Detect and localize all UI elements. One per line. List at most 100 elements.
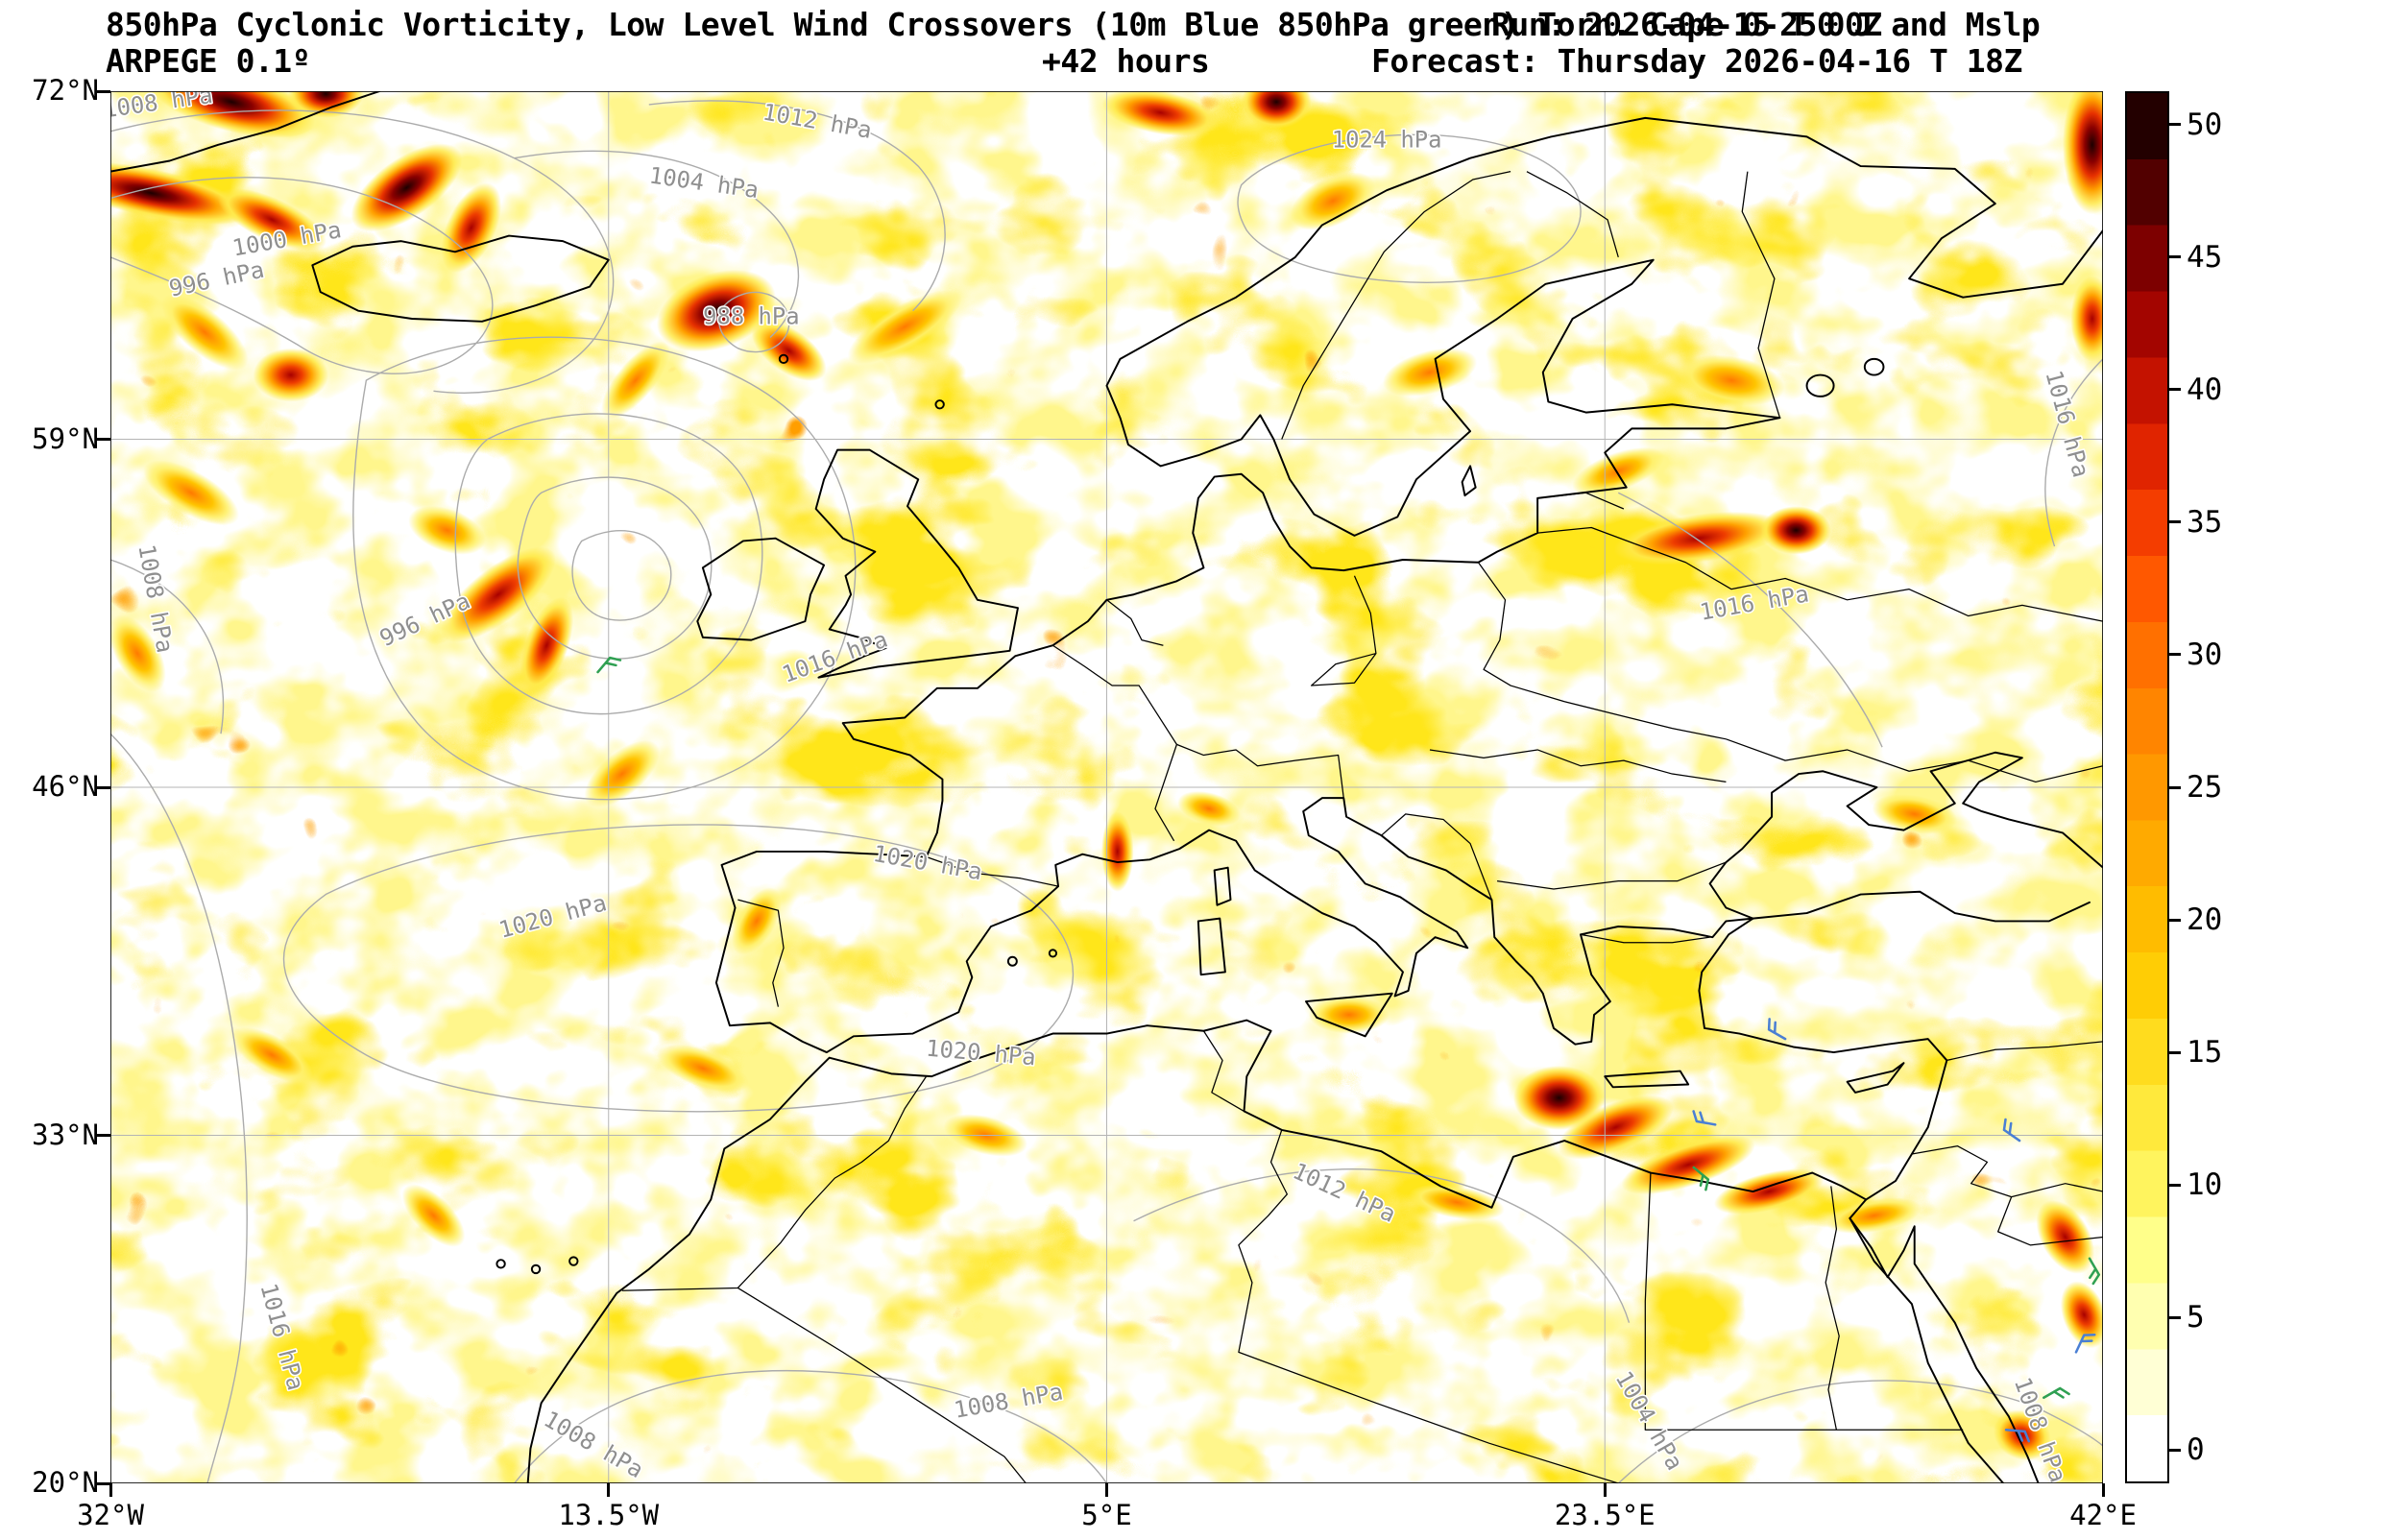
vorticity-hotspot: [1100, 811, 1134, 892]
colorbar-tick-mark: [2169, 1183, 2181, 1187]
vorticity-hotspots: [110, 91, 2103, 1460]
isobar-label: 988 hPa: [703, 303, 799, 330]
vorticity-hotspot: [656, 269, 776, 352]
vorticity-hotspot: [1572, 446, 1665, 496]
x-axis-tick-mark: [1603, 1483, 1607, 1497]
colorbar-tick-mark: [2169, 1315, 2181, 1319]
vorticity-hotspot: [1101, 91, 1220, 136]
colorbar-tick-mark: [2169, 785, 2181, 789]
vorticity-hotspot: [110, 614, 166, 692]
colorbar-tick-label: 30: [2187, 637, 2223, 672]
forecast-valid-label: Forecast: Thursday 2026-04-16 T 18Z: [1371, 42, 2022, 80]
vorticity-hotspot: [847, 289, 962, 365]
coast-balearic-2: [1048, 949, 1058, 958]
colorbar-tick-label: 5: [2187, 1300, 2205, 1335]
colorbar-tick-mark: [2169, 123, 2181, 127]
y-axis-tick-mark: [97, 1481, 110, 1485]
coast-great-britain: [814, 448, 1019, 679]
vorticity-hotspot: [1678, 354, 1785, 406]
colorbar-tick-mark: [2169, 918, 2181, 922]
colorbar-tick-label: 35: [2187, 504, 2223, 540]
vorticity-hotspot: [1713, 1168, 1825, 1215]
vorticity-hotspot: [1557, 1095, 1675, 1160]
coast-balearic-1: [1006, 955, 1018, 967]
wind-barb: [2074, 1333, 2096, 1354]
colorbar-tick-label: 20: [2187, 902, 2223, 938]
coast-shetland: [934, 399, 945, 410]
colorbar-tick-label: 10: [2187, 1167, 2223, 1203]
wind-barb: [2088, 1257, 2101, 1286]
x-axis-tick-label: 42°E: [2069, 1499, 2137, 1531]
x-axis-tick-mark: [2101, 1483, 2105, 1497]
vorticity-hotspot: [2036, 1200, 2095, 1274]
lake-onega: [1863, 357, 1885, 376]
y-axis-tick-label: 46°N: [32, 770, 99, 803]
x-axis-tick-mark: [607, 1483, 611, 1497]
wind-crossover-barbs: [596, 656, 2101, 1443]
model-label: ARPEGE 0.1º: [106, 42, 311, 80]
vorticity-hotspot: [2070, 276, 2103, 362]
coast-corsica: [1213, 866, 1232, 906]
colorbar-tick-label: 45: [2187, 239, 2223, 275]
y-axis-tick-label: 20°N: [32, 1466, 99, 1499]
vorticity-hotspot: [520, 596, 574, 694]
colorbar-tick-mark: [2169, 1448, 2181, 1452]
coastlines: [110, 91, 2103, 1483]
vorticity-hotspot: [1621, 1135, 1755, 1195]
vorticity-hotspot: [253, 348, 329, 402]
vorticity-hotspot: [408, 505, 486, 555]
vorticity-hotspot: [1993, 1409, 2051, 1460]
vorticity-hotspot: [584, 740, 661, 807]
coast-gotland: [1461, 465, 1477, 497]
y-axis-tick-label: 33°N: [32, 1118, 99, 1151]
y-axis-tick-mark: [97, 89, 110, 93]
vorticity-hotspot: [110, 160, 252, 225]
x-axis-tick-mark: [109, 1483, 112, 1497]
chart-title: 850hPa Cyclonic Vorticity, Low Level Win…: [106, 6, 2041, 43]
wind-barb: [1692, 1166, 1710, 1191]
suez-canal: [1849, 1198, 1868, 1219]
country-borders: [621, 171, 2103, 1483]
vorticity-hotspot: [2060, 1281, 2103, 1349]
vorticity-hotspot: [160, 294, 249, 371]
coast-ireland: [696, 537, 826, 641]
wind-barb: [1692, 1110, 1717, 1126]
wind-barb: [2002, 1118, 2021, 1143]
coast-canary-2: [530, 1263, 542, 1275]
vorticity-hotspot: [1177, 790, 1241, 827]
vorticity-hotspot: [441, 182, 502, 273]
colorbar: [2125, 91, 2169, 1483]
coast-canary-3: [568, 1256, 579, 1266]
colorbar-tick-label: 50: [2187, 107, 2223, 142]
coast-crete: [1604, 1070, 1690, 1089]
coast-canary-1: [496, 1259, 506, 1269]
wind-barb: [1767, 1018, 1787, 1041]
y-axis-tick-mark: [97, 438, 110, 441]
coast-faroe: [778, 353, 789, 365]
colorbar-tick-mark: [2169, 255, 2181, 259]
colorbar-tick-label: 0: [2187, 1432, 2205, 1468]
y-axis-tick-mark: [97, 1134, 110, 1137]
colorbar-tick-mark: [2169, 653, 2181, 657]
coast-black-sea: [1708, 751, 2103, 920]
run-label: Run: 2026-04-15 T 00Z: [1491, 6, 1882, 43]
vorticity-hotspot: [1825, 1197, 1922, 1234]
y-axis-tick-label: 59°N: [32, 421, 99, 455]
y-axis-tick-label: 72°N: [32, 74, 99, 107]
vorticity-hotspot: [1241, 91, 1312, 130]
lake-ladoga: [1805, 373, 1835, 397]
coast-iceland: [311, 234, 610, 323]
y-axis-tick-mark: [97, 785, 110, 789]
vorticity-hotspot: [401, 1184, 466, 1247]
map-plot: 1008 hPa 1000 hPa 996 hPa 1004 hPa 1012 hPa 1…: [110, 91, 2103, 1483]
vorticity-hotspot: [732, 887, 782, 955]
vorticity-hotspot: [1290, 172, 1376, 230]
isobar-curves: [110, 100, 2103, 1483]
vorticity-hotspot: [601, 341, 670, 420]
vorticity-hotspot: [230, 1026, 313, 1083]
colorbar-tick-label: 25: [2187, 770, 2223, 805]
vorticity-hotspot: [751, 321, 827, 381]
vorticity-hotspot: [1512, 1066, 1606, 1130]
